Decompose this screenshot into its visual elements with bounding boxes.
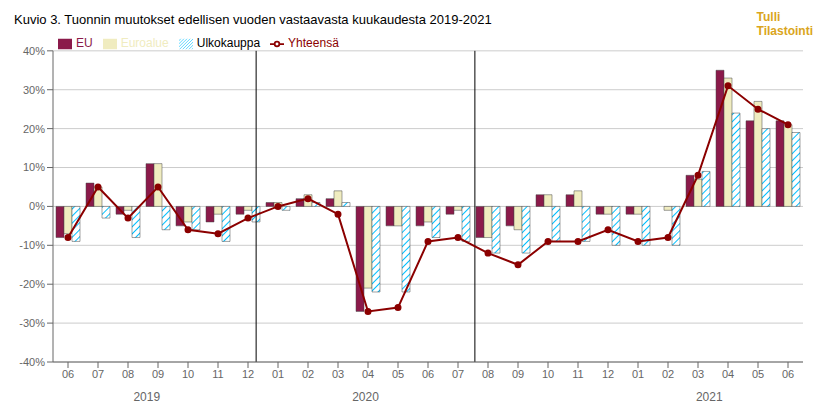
svg-text:12: 12 <box>602 368 614 380</box>
svg-text:40%: 40% <box>23 45 45 57</box>
html-text:Tilastointi: Tilastointi <box>756 24 813 38</box>
svg-text:02: 02 <box>662 368 674 380</box>
svg-text:06: 06 <box>422 368 434 380</box>
html-text:Yhteensä: Yhteensä <box>288 36 339 50</box>
svg-text:11: 11 <box>212 368 223 380</box>
svg-text:03: 03 <box>692 368 704 380</box>
svg-text:2020: 2020 <box>352 390 379 404</box>
svg-text:-30%: -30% <box>19 317 45 329</box>
svg-text:2019: 2019 <box>133 390 160 404</box>
svg-text:05: 05 <box>392 368 404 380</box>
svg-text:12: 12 <box>242 368 254 380</box>
svg-text:20%: 20% <box>23 123 45 135</box>
svg-text:05: 05 <box>752 368 764 380</box>
html-text:EU: EU <box>76 36 93 50</box>
svg-text:07: 07 <box>92 368 104 380</box>
svg-text:08: 08 <box>122 368 134 380</box>
svg-text:30%: 30% <box>23 84 45 96</box>
svg-text:2021: 2021 <box>696 390 723 404</box>
svg-text:02: 02 <box>302 368 314 380</box>
svg-text:-20%: -20% <box>19 278 45 290</box>
svg-text:0%: 0% <box>29 200 45 212</box>
svg-text:01: 01 <box>632 368 644 380</box>
svg-text:-40%: -40% <box>19 356 45 368</box>
svg-text:03: 03 <box>332 368 344 380</box>
html-text:Ulkokauppa: Ulkokauppa <box>196 36 261 50</box>
html-text:Kuvio 3. Tuonnin muutokset ede: Kuvio 3. Tuonnin muutokset edellisen vuo… <box>14 12 492 27</box>
svg-text:10%: 10% <box>23 161 45 173</box>
html-text:Tulli: Tulli <box>756 10 781 24</box>
svg-text:-10%: -10% <box>19 239 45 251</box>
svg-text:09: 09 <box>152 368 164 380</box>
svg-text:11: 11 <box>572 368 583 380</box>
svg-text:08: 08 <box>482 368 494 380</box>
svg-text:10: 10 <box>182 368 194 380</box>
svg-text:07: 07 <box>452 368 464 380</box>
svg-text:06: 06 <box>782 368 794 380</box>
svg-text:01: 01 <box>272 368 284 380</box>
svg-text:06: 06 <box>62 368 74 380</box>
html-text:Euroalue: Euroalue <box>120 36 169 50</box>
svg-text:09: 09 <box>512 368 524 380</box>
svg-text:04: 04 <box>722 368 734 380</box>
svg-text:04: 04 <box>362 368 374 380</box>
svg-text:10: 10 <box>542 368 554 380</box>
